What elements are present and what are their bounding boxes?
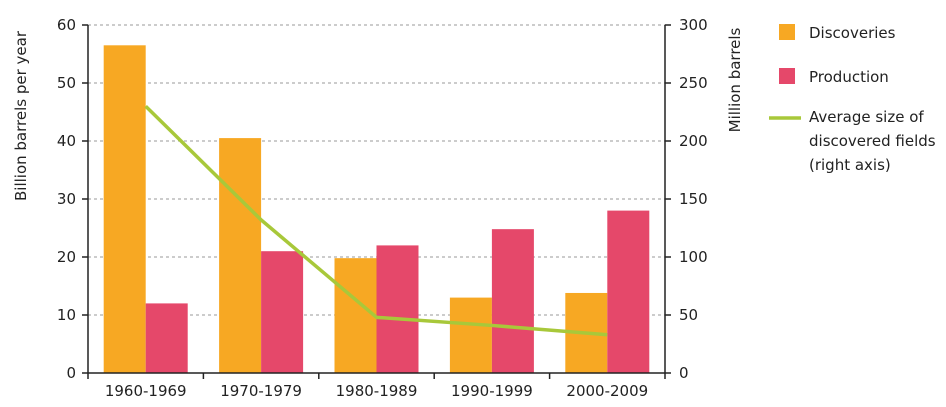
right-y-tick-label: 250 <box>679 74 708 92</box>
bar-production-2000-2009 <box>607 210 650 373</box>
left-axis-label: Billion barrels per year <box>12 30 30 201</box>
right-y-tick-label: 200 <box>679 132 708 150</box>
axes <box>82 24 671 379</box>
x-tick-label: 1980-1989 <box>336 382 418 400</box>
bars <box>103 45 650 374</box>
legend-swatch-production <box>779 68 795 84</box>
bar-discoveries-1990-1999 <box>449 297 492 373</box>
x-tick-label: 1970-1979 <box>220 382 302 400</box>
left-y-tick-label: 50 <box>57 74 76 92</box>
bar-production-1990-1999 <box>491 229 534 373</box>
legend-label-line: discovered fields <box>809 132 936 150</box>
right-y-tick-label: 300 <box>679 16 708 34</box>
x-tick-label: 1960-1969 <box>105 382 187 400</box>
left-y-tick-label: 20 <box>57 248 76 266</box>
legend-label-production: Production <box>809 68 889 86</box>
bar-production-1980-1989 <box>376 245 419 373</box>
x-tick-label: 2000-2009 <box>566 382 648 400</box>
line-average-field-size <box>144 104 608 337</box>
x-tick-labels: 1960-1969 1970-1979 1980-1989 1990-1999 2000… <box>105 382 648 400</box>
bar-discoveries-1970-1979 <box>219 138 262 373</box>
left-y-tick-label: 30 <box>57 190 76 208</box>
legend: Discoveries Production Average size of disc… <box>769 24 936 174</box>
left-y-tick-label: 60 <box>57 16 76 34</box>
bar-discoveries-1960-1969 <box>103 45 146 374</box>
right-y-tick-label: 0 <box>679 364 689 382</box>
left-y-tick-label: 10 <box>57 306 76 324</box>
left-y-tick-labels: 0 10 20 30 40 50 60 <box>57 16 76 382</box>
right-axis-label: Million barrels <box>726 27 744 132</box>
left-y-tick-label: 0 <box>66 364 76 382</box>
legend-swatch-discoveries <box>779 24 795 40</box>
left-y-tick-label: 40 <box>57 132 76 150</box>
right-y-tick-labels: 0 50 100 150 200 250 300 <box>679 16 708 382</box>
line-series <box>144 104 608 337</box>
right-y-tick-label: 50 <box>679 306 698 324</box>
bar-discoveries-1980-1989 <box>334 258 377 373</box>
right-y-tick-label: 150 <box>679 190 708 208</box>
bar-production-1970-1979 <box>261 251 304 373</box>
legend-label-line: (right axis) <box>809 156 891 174</box>
legend-label-discoveries: Discoveries <box>809 24 896 42</box>
x-tick-label: 1990-1999 <box>451 382 533 400</box>
bar-production-1960-1969 <box>145 303 188 373</box>
legend-label-line: Average size of <box>809 108 924 126</box>
right-y-tick-label: 100 <box>679 248 708 266</box>
